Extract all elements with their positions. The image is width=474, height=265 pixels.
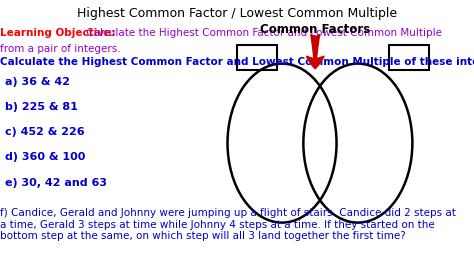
Text: e) 30, 42 and 63: e) 30, 42 and 63 (5, 178, 107, 188)
Text: b) 225 & 81: b) 225 & 81 (5, 102, 78, 112)
Bar (389, 45, 429, 70)
Text: d) 360 & 100: d) 360 & 100 (5, 152, 85, 162)
Text: Highest Common Factor / Lowest Common Multiple: Highest Common Factor / Lowest Common Mu… (77, 7, 397, 20)
Text: Common Factors: Common Factors (260, 23, 370, 36)
Text: Learning Objective:: Learning Objective: (0, 28, 115, 38)
Text: a) 36 & 42: a) 36 & 42 (5, 77, 70, 87)
Text: Calculate the Highest Common Factor and Lowest Common Multiple of these integers: Calculate the Highest Common Factor and … (0, 57, 474, 67)
Text: Calculate the Highest Common Factor and Lowest Common Multiple: Calculate the Highest Common Factor and … (83, 28, 442, 38)
Text: from a pair of integers.: from a pair of integers. (0, 44, 120, 54)
Bar (237, 45, 277, 70)
Text: f) Candice, Gerald and Johnny were jumping up a flight of stairs. Candice did 2 : f) Candice, Gerald and Johnny were jumpi… (0, 208, 456, 241)
Text: c) 452 & 226: c) 452 & 226 (5, 127, 84, 137)
